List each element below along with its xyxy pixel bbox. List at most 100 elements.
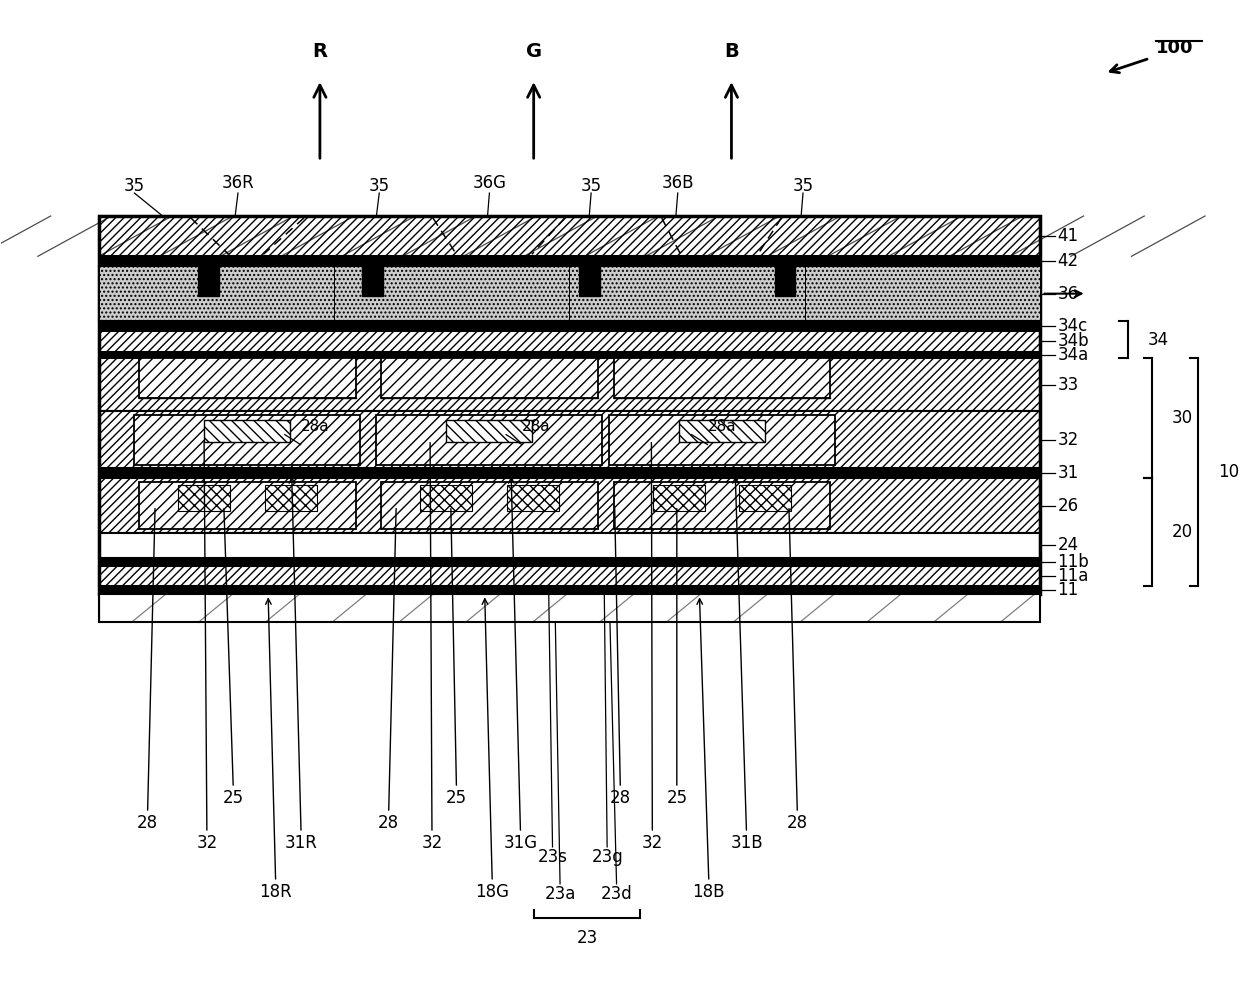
Text: 25: 25 [446, 789, 467, 807]
Text: 34: 34 [1147, 330, 1168, 348]
Bar [420, 484, 472, 511]
Bar [420, 484, 472, 511]
Text: 23d: 23d [600, 885, 632, 903]
Bar [652, 484, 704, 511]
Text: 100: 100 [1156, 39, 1193, 57]
Text: G: G [526, 42, 542, 61]
Text: 28: 28 [610, 789, 631, 807]
Bar [739, 484, 791, 511]
Text: 23g: 23g [591, 848, 622, 866]
Bar [381, 482, 598, 530]
Bar [99, 566, 1040, 586]
Bar [99, 586, 1040, 595]
Text: 32: 32 [196, 834, 217, 852]
Text: 11b: 11b [1058, 553, 1089, 571]
Bar [99, 256, 1040, 266]
Text: 28: 28 [378, 814, 399, 832]
Text: B: B [724, 42, 739, 61]
Text: 10: 10 [1218, 463, 1239, 481]
Text: 35: 35 [368, 177, 389, 195]
Text: 11a: 11a [1058, 567, 1089, 585]
Bar [179, 484, 231, 511]
Bar [179, 484, 231, 511]
Bar [99, 216, 1040, 256]
Bar [99, 266, 1040, 321]
Bar [264, 484, 316, 511]
Text: 31G: 31G [503, 834, 538, 852]
Text: 28: 28 [136, 814, 159, 832]
Text: 23: 23 [577, 929, 598, 947]
Bar [680, 419, 765, 442]
Text: 25: 25 [666, 789, 687, 807]
Bar [139, 482, 356, 530]
Bar [609, 414, 835, 465]
Bar [134, 414, 361, 465]
Bar [614, 358, 831, 398]
Text: 33: 33 [1058, 375, 1079, 393]
Bar [99, 351, 1040, 358]
Text: 20: 20 [1172, 524, 1193, 542]
Bar [652, 484, 704, 511]
Bar [99, 468, 1040, 478]
Text: 31R: 31R [285, 834, 317, 852]
Text: 31: 31 [1058, 464, 1079, 482]
Bar [739, 484, 791, 511]
Text: 18B: 18B [693, 883, 725, 901]
Text: 25: 25 [223, 789, 244, 807]
Text: 36G: 36G [472, 174, 506, 192]
Text: 28a: 28a [301, 419, 330, 434]
Text: 18R: 18R [259, 883, 293, 901]
Bar [99, 595, 1040, 623]
Bar [99, 534, 1040, 558]
Text: 32: 32 [1058, 430, 1079, 448]
Text: 28: 28 [787, 814, 808, 832]
Bar [507, 484, 559, 511]
Bar [198, 266, 219, 296]
Bar [377, 414, 603, 465]
Text: 35: 35 [792, 177, 813, 195]
Bar [99, 358, 1040, 411]
Bar [99, 266, 334, 321]
Bar [579, 266, 600, 296]
Bar [446, 419, 532, 442]
Bar [99, 330, 1040, 351]
Text: 31B: 31B [730, 834, 763, 852]
Bar [680, 419, 765, 442]
Text: 18G: 18G [475, 883, 510, 901]
Bar [334, 266, 569, 321]
Text: 36B: 36B [661, 174, 694, 192]
Text: R: R [312, 42, 327, 61]
Text: 34a: 34a [1058, 346, 1089, 364]
Bar [507, 484, 559, 511]
Bar [205, 419, 290, 442]
Text: 36: 36 [1058, 284, 1079, 302]
Text: 32: 32 [642, 834, 663, 852]
Text: 41: 41 [1058, 227, 1079, 245]
Text: 32: 32 [422, 834, 443, 852]
Text: 23a: 23a [544, 885, 575, 903]
Bar [99, 411, 1040, 468]
Text: 24: 24 [1058, 537, 1079, 555]
Text: 35: 35 [580, 177, 601, 195]
Text: 34c: 34c [1058, 317, 1087, 335]
Bar [614, 482, 831, 530]
Bar [99, 321, 1040, 330]
Text: 28a: 28a [708, 419, 737, 434]
Bar [362, 266, 383, 296]
Text: 26: 26 [1058, 496, 1079, 515]
Bar [139, 358, 356, 398]
Bar [381, 358, 598, 398]
Text: 28a: 28a [522, 419, 551, 434]
Bar [775, 266, 796, 296]
Text: 30: 30 [1172, 409, 1193, 427]
Bar [99, 558, 1040, 566]
Bar [805, 266, 1040, 321]
Text: 34b: 34b [1058, 332, 1089, 350]
Bar [569, 266, 805, 321]
Bar [446, 419, 532, 442]
Bar [99, 478, 1040, 534]
Text: 23s: 23s [537, 848, 568, 866]
Text: 42: 42 [1058, 252, 1079, 270]
Text: 35: 35 [124, 177, 145, 195]
Bar [205, 419, 290, 442]
